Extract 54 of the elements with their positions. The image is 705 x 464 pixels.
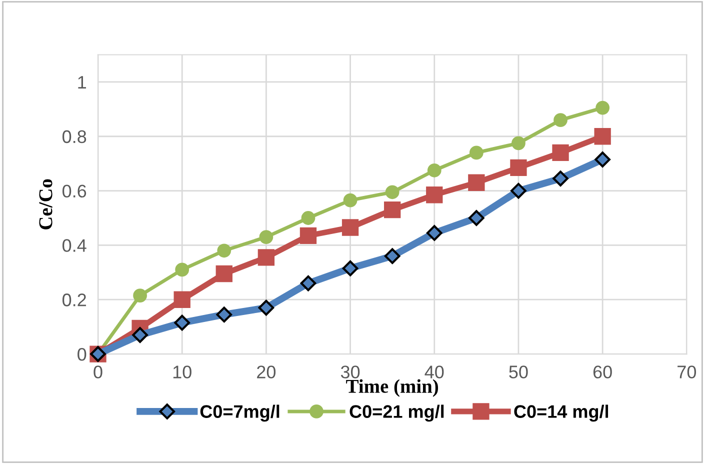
point bbox=[132, 327, 148, 343]
y-axis-title: Ce/Co bbox=[39, 179, 52, 230]
point bbox=[342, 219, 359, 236]
legend-label: C0=7mg/l bbox=[200, 404, 280, 422]
y-tick-label: 0.4 bbox=[62, 239, 86, 252]
point bbox=[384, 248, 400, 264]
x-tick-label: 0 bbox=[94, 366, 102, 378]
point bbox=[512, 136, 526, 150]
point bbox=[258, 300, 274, 316]
point bbox=[426, 186, 443, 204]
point bbox=[343, 193, 358, 208]
y-tick-label: 1 bbox=[78, 76, 86, 88]
point bbox=[384, 202, 401, 218]
point bbox=[133, 288, 147, 302]
y-tick-label: 0.6 bbox=[62, 184, 86, 198]
point bbox=[468, 174, 485, 191]
point bbox=[300, 275, 316, 292]
x-axis-title: Time (min) bbox=[346, 379, 438, 397]
point bbox=[552, 144, 569, 162]
point bbox=[301, 211, 316, 225]
x-tick-label: 20 bbox=[257, 366, 276, 378]
point bbox=[469, 146, 484, 160]
point bbox=[510, 182, 526, 199]
x-tick-label: 30 bbox=[340, 366, 360, 378]
point bbox=[175, 262, 190, 277]
point bbox=[342, 260, 358, 276]
y-tick-label: 0.2 bbox=[62, 294, 86, 306]
point bbox=[385, 185, 400, 200]
point bbox=[259, 230, 274, 244]
x-tick-label: 40 bbox=[424, 366, 444, 378]
point bbox=[426, 225, 442, 241]
point bbox=[468, 210, 484, 226]
point bbox=[594, 152, 610, 168]
point bbox=[217, 244, 232, 258]
legend-label: C0=21 mg/l bbox=[350, 404, 444, 422]
legend-label: C0=14 mg/l bbox=[514, 404, 608, 422]
y-tick-label: 0 bbox=[78, 348, 86, 361]
point bbox=[554, 113, 568, 127]
x-tick-label: 70 bbox=[678, 366, 696, 378]
point bbox=[174, 291, 190, 308]
point bbox=[594, 128, 611, 145]
y-tick-label: 0.8 bbox=[62, 130, 86, 144]
point bbox=[258, 249, 275, 266]
point bbox=[427, 163, 442, 178]
point bbox=[216, 265, 232, 282]
x-tick-label: 60 bbox=[593, 366, 612, 378]
x-tick-label: 10 bbox=[173, 366, 192, 378]
x-tick-label: 50 bbox=[509, 366, 528, 378]
point bbox=[300, 227, 317, 244]
point bbox=[216, 306, 232, 322]
point bbox=[552, 170, 568, 186]
point bbox=[174, 314, 190, 331]
point bbox=[596, 100, 610, 115]
point bbox=[510, 159, 527, 176]
